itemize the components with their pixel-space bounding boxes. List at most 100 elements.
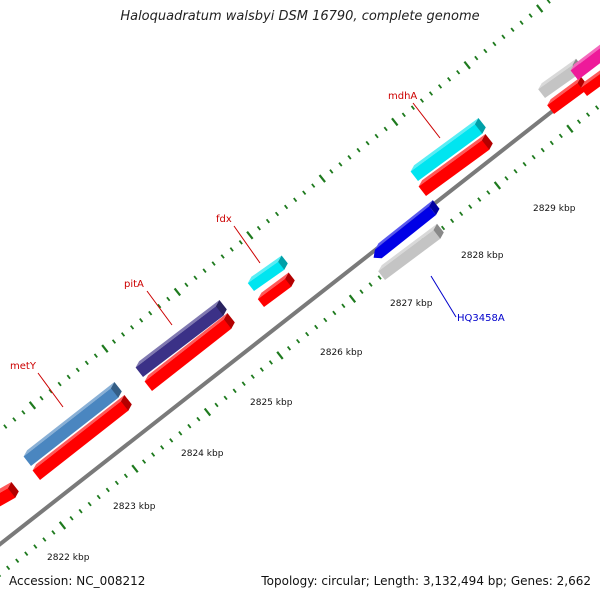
scale-tick [51,530,56,535]
scale-tick [6,565,11,571]
gene-label-pitA[interactable]: pitA [124,279,144,290]
scale-tick [437,84,443,89]
scale-tick [595,105,600,110]
scale-tick [57,381,62,387]
arrow-body [247,261,286,291]
scale-tick [401,112,406,118]
scale-tick [474,55,479,61]
cds-arrow [0,482,19,507]
arrow-end-face [481,134,493,150]
scale-tick [33,544,38,549]
arrow-body [410,124,484,181]
scale-tick [296,338,301,344]
gene-arrow-mdhA [410,118,486,181]
gene-label-HQ3458A[interactable]: HQ3458A [457,313,505,324]
gene-label-fdx[interactable]: fdx [216,214,232,225]
arrow-end-face [285,272,295,287]
scale-tick [293,197,298,203]
arrow-top-face [247,255,282,284]
scale-tick [66,374,71,380]
scale-tick [284,204,289,210]
arrow-top-face [538,58,576,90]
position-label: 2823 kbp [113,502,156,512]
scale-tick [549,140,554,146]
leader-line-mdhA [412,102,441,139]
scale-tick [93,353,98,358]
map-title: Haloquadratum walsbyi DSM 16790, complet… [120,9,480,24]
scale-tick [69,515,74,521]
arrow-top-face [23,382,115,457]
scale-tick [178,430,183,436]
scale-tick [15,558,20,564]
arrow-body [144,319,233,391]
scale-tick [114,480,119,486]
position-label: 2829 kbp [533,204,576,214]
arrow-body [538,65,581,98]
genome-stats-text: Topology: circular; Length: 3,132,494 bp… [261,574,591,588]
scale-tick [58,521,67,530]
scale-tick [246,231,254,240]
scale-tick [151,452,156,457]
arrow-top-face [378,223,437,272]
scale-tick [193,275,198,281]
cds-arrow [418,134,493,196]
scale-tick [75,367,80,373]
scale-tick [238,240,243,245]
arrow-end-face [278,255,288,270]
scale-tick [302,190,307,196]
scale-tick [459,211,464,217]
scale-tick [440,225,446,231]
scale-tick [105,487,110,493]
scale-tick [259,367,264,372]
scale-tick [148,310,153,316]
scale-tick [120,332,126,337]
scale-tick [447,77,452,82]
scale-tick [576,119,582,124]
scale-tick [536,4,544,13]
scale-tick [318,174,326,183]
scale-tick [101,344,109,353]
scale-tick [323,317,328,323]
arrow-end-face [120,395,132,411]
feature-layer [0,44,600,507]
arrow-end-face [215,300,227,316]
scale-tick [356,147,361,153]
tick-layer [0,0,600,577]
scale-tick [169,438,174,443]
scale-tick [365,140,370,146]
scale-tick [368,282,373,287]
arrow-body [547,83,586,114]
arrow-body [135,306,225,377]
scale-tick [585,112,591,117]
scale-tick [187,423,192,429]
leader-line-metY [37,372,64,408]
gene-arrow-metY [23,382,122,466]
cds-arrow [378,223,444,280]
arrow-top-face [135,300,220,368]
scale-tick [214,402,219,408]
scale-tick [338,162,343,167]
scale-tick [173,287,182,297]
scale-tick [265,218,271,224]
scale-tick [141,459,147,464]
scale-tick [347,155,352,160]
scale-tick [241,381,246,387]
leader-line-fdx [233,225,261,264]
arrow-top-face [418,134,486,187]
scale-tick [131,464,139,473]
scale-tick [274,211,280,217]
gene-arrow-HQ3458A [373,200,440,259]
scale-tick [522,161,527,167]
scale-tick [540,147,545,153]
scale-tick [160,445,165,450]
gene-label-mdhA[interactable]: mdhA [388,91,417,102]
gene-label-metY[interactable]: metY [10,361,37,372]
arrow-top-face [410,118,479,172]
scale-tick [202,268,207,273]
scale-tick [184,282,189,288]
scale-tick [203,407,212,417]
position-label: 2825 kbp [250,398,293,408]
scale-tick [96,494,101,500]
scale-tick [492,41,497,47]
